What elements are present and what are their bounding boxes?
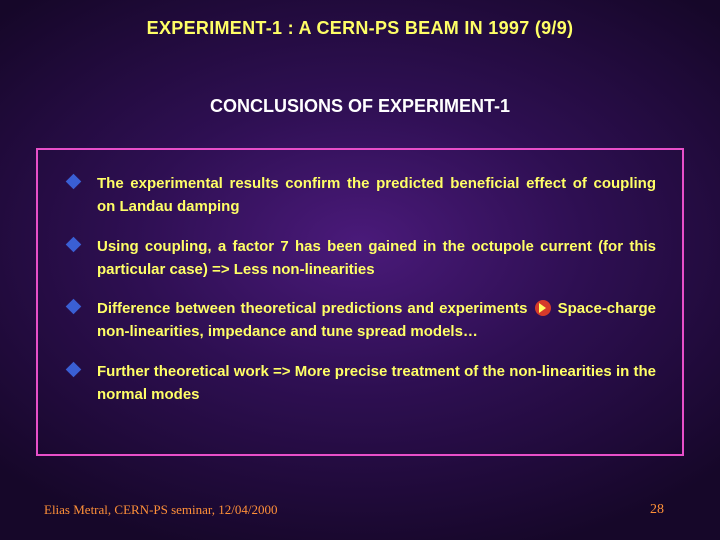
bullet-text: The experimental results confirm the pre… [97,172,656,219]
page-number: 28 [650,502,664,518]
bullet-item: Using coupling, a factor 7 has been gain… [68,235,656,282]
arrow-right-icon [535,300,551,316]
bullet-item: Further theoretical work => More precise… [68,360,656,407]
bullet-item: Difference between theoretical predictio… [68,297,656,344]
diamond-bullet-icon [66,299,82,315]
slide-title: EXPERIMENT-1 : A CERN-PS BEAM IN 1997 (9… [0,18,720,39]
bullet-text: Further theoretical work => More precise… [97,360,656,407]
bullet-text: Difference between theoretical predictio… [97,297,656,344]
bullet-text: Using coupling, a factor 7 has been gain… [97,235,656,282]
diamond-bullet-icon [66,236,82,252]
diamond-bullet-icon [66,174,82,190]
bullet-text-pre: Difference between theoretical predictio… [97,300,533,317]
footer-author: Elias Metral, CERN-PS seminar, 12/04/200… [44,502,277,518]
conclusions-box: The experimental results confirm the pre… [36,148,684,456]
slide-subtitle: CONCLUSIONS OF EXPERIMENT-1 [0,96,720,117]
diamond-bullet-icon [66,361,82,377]
bullet-item: The experimental results confirm the pre… [68,172,656,219]
